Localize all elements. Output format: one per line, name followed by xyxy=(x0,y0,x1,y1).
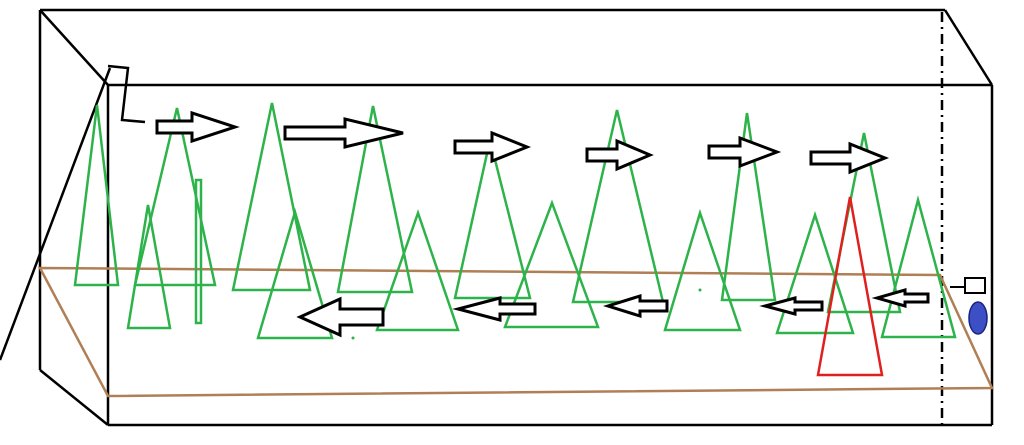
arrow-right xyxy=(809,141,890,175)
edge xyxy=(39,369,109,426)
tree xyxy=(503,199,600,329)
tree xyxy=(880,195,957,339)
blue-ellipse xyxy=(968,301,988,335)
diagonal-line xyxy=(0,67,112,361)
arrow-right xyxy=(585,138,654,172)
tree xyxy=(256,207,334,340)
arrow-left xyxy=(296,296,385,338)
tree xyxy=(663,208,742,332)
red-tree xyxy=(816,196,884,377)
hook xyxy=(107,64,146,124)
tree xyxy=(453,139,532,300)
tree xyxy=(126,204,172,330)
tree xyxy=(720,112,777,302)
tree xyxy=(775,210,855,335)
arrow-left xyxy=(452,296,537,322)
arrow-right xyxy=(707,135,782,169)
arrow-left xyxy=(871,288,930,308)
dot xyxy=(698,288,702,292)
arrow-right xyxy=(453,130,532,164)
tree xyxy=(375,209,460,332)
arrow-left xyxy=(602,293,669,319)
edge xyxy=(39,9,109,86)
arrow-right xyxy=(283,117,404,149)
arrows xyxy=(155,110,930,338)
tree xyxy=(73,104,120,287)
pole xyxy=(194,178,203,325)
box xyxy=(0,8,994,427)
tree xyxy=(336,105,414,294)
trees xyxy=(73,102,957,340)
arrow-left xyxy=(759,296,824,316)
dot xyxy=(351,336,355,340)
floor xyxy=(37,266,994,398)
arrow-right xyxy=(155,110,240,144)
edge xyxy=(943,9,994,86)
sensor xyxy=(964,277,986,294)
